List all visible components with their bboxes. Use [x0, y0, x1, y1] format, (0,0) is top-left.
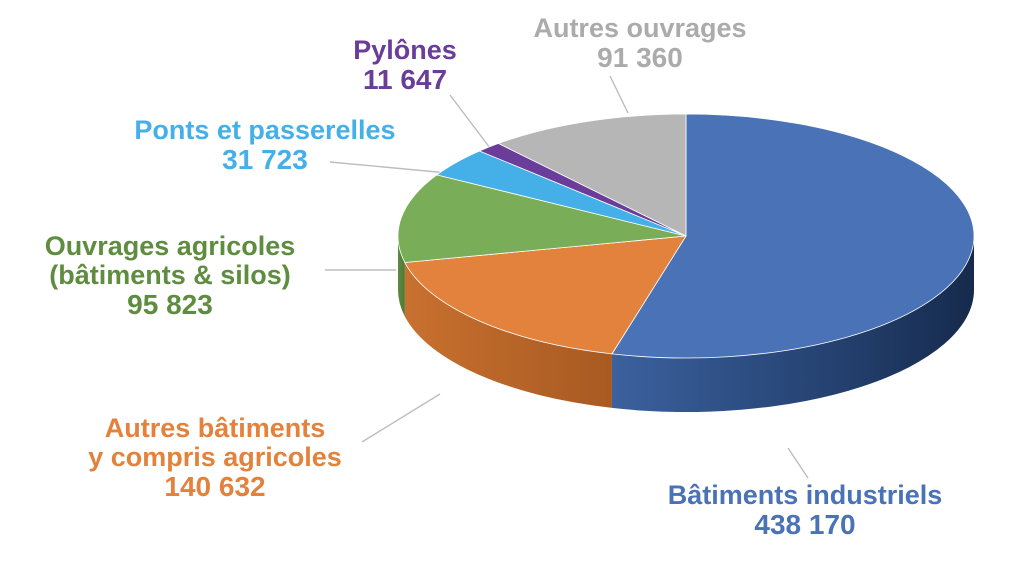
slice-value: 91 360	[597, 42, 683, 74]
pie-top-slices	[397, 113, 975, 359]
label-ponts: Ponts et passerelles 31 723	[95, 115, 435, 176]
slice-name: Ponts et passerelles	[134, 115, 396, 145]
slice-name-line-1: Ouvrages agricoles	[44, 231, 296, 261]
slice-side-industriels	[611, 236, 974, 413]
label-agricoles: Ouvrages agricoles (bâtiments & silos) 9…	[10, 231, 330, 321]
slice-side-agricoles	[397, 236, 405, 317]
pie-side-walls	[397, 236, 974, 413]
leader-line-industriels	[787, 447, 809, 479]
slice-value: 11 647	[362, 64, 448, 96]
slice-side-autres-bat	[404, 262, 612, 408]
slice-top-autres-ouv	[497, 113, 687, 237]
slice-name-line-1: Autres bâtiments	[104, 413, 326, 443]
leader-line-autres-ouvrages	[609, 75, 629, 114]
slice-value: 95 823	[127, 289, 213, 321]
slice-top-agricoles	[397, 174, 687, 263]
slice-value: 140 632	[164, 471, 266, 503]
label-autres-batiments: Autres bâtiments y compris agricoles 140…	[55, 413, 375, 503]
slice-top-industriels	[611, 113, 975, 359]
slice-value: 31 723	[222, 144, 308, 176]
label-autres-ouvrages: Autres ouvrages 91 360	[505, 13, 775, 74]
label-batiments-industriels: Bâtiments industriels 438 170	[620, 480, 990, 541]
leader-line-autres-batiments	[361, 393, 441, 443]
leader-lines	[325, 75, 809, 479]
slice-top-autres-bat	[404, 235, 687, 355]
slice-name: Autres ouvrages	[533, 13, 747, 43]
slice-value: 438 170	[754, 509, 856, 541]
label-pylones: Pylônes 11 647	[330, 35, 480, 96]
slice-name-line-2: y compris agricoles	[88, 442, 342, 473]
slice-name-line-2: (bâtiments & silos)	[49, 260, 291, 291]
slice-name: Pylônes	[353, 35, 457, 65]
leader-line-pylones	[449, 94, 494, 153]
slice-name: Bâtiments industriels	[667, 480, 943, 510]
leader-line-ponts	[329, 161, 449, 174]
